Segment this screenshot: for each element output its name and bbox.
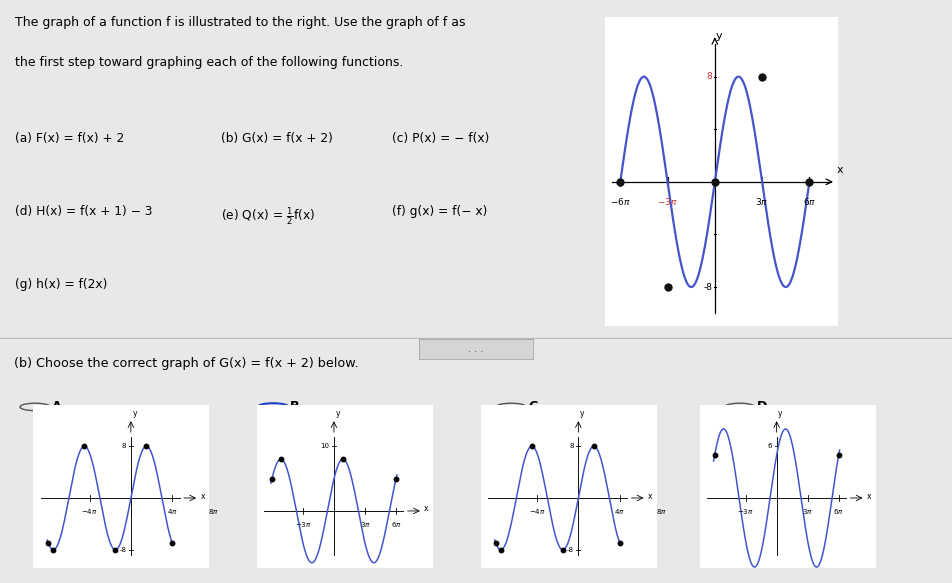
Text: $-4\pi$: $-4\pi$ <box>528 507 545 516</box>
Text: $4\pi$: $4\pi$ <box>614 507 625 516</box>
Text: $-3\pi$: $-3\pi$ <box>737 507 754 516</box>
Text: $8\pi$: $8\pi$ <box>208 507 219 516</box>
Text: x: x <box>201 491 205 501</box>
Text: C.: C. <box>528 401 543 413</box>
Text: $3\pi$: $3\pi$ <box>360 520 370 529</box>
Text: $-3\pi$: $-3\pi$ <box>294 520 311 529</box>
Text: 8: 8 <box>122 443 127 449</box>
Text: y: y <box>716 31 723 41</box>
Text: y: y <box>335 409 340 418</box>
Text: $3\pi$: $3\pi$ <box>803 507 813 516</box>
Text: (e) Q(x) = $\frac{1}{2}$f(x): (e) Q(x) = $\frac{1}{2}$f(x) <box>221 205 315 227</box>
Text: x: x <box>836 165 843 175</box>
Text: $6\pi$: $6\pi$ <box>390 520 402 529</box>
Text: $6\pi$: $6\pi$ <box>803 196 816 208</box>
Text: $-3\pi$: $-3\pi$ <box>657 196 678 208</box>
Text: $4\pi$: $4\pi$ <box>167 507 178 516</box>
Text: (f) g(x) = f(− x): (f) g(x) = f(− x) <box>392 205 487 218</box>
Text: (g) h(x) = f(2x): (g) h(x) = f(2x) <box>15 278 108 292</box>
Text: (a) F(x) = f(x) + 2: (a) F(x) = f(x) + 2 <box>15 132 125 145</box>
Text: (c) P(x) = − f(x): (c) P(x) = − f(x) <box>392 132 489 145</box>
Text: -8: -8 <box>119 547 127 553</box>
Text: B.: B. <box>290 401 305 413</box>
Text: -8: -8 <box>704 283 712 292</box>
Text: 8: 8 <box>569 443 574 449</box>
Text: the first step toward graphing each of the following functions.: the first step toward graphing each of t… <box>15 56 404 69</box>
Text: (d) H(x) = f(x + 1) − 3: (d) H(x) = f(x + 1) − 3 <box>15 205 152 218</box>
Text: A.: A. <box>52 401 68 413</box>
Text: $8\pi$: $8\pi$ <box>656 507 666 516</box>
Text: $-4\pi$: $-4\pi$ <box>81 507 98 516</box>
Text: 8: 8 <box>706 72 712 81</box>
Text: y: y <box>580 409 585 418</box>
Text: y: y <box>778 409 783 418</box>
Text: (b) Choose the correct graph of G(x) = f(x + 2) below.: (b) Choose the correct graph of G(x) = f… <box>14 357 359 370</box>
Text: . . .: . . . <box>468 344 484 354</box>
Text: 6: 6 <box>767 443 772 449</box>
Text: 10: 10 <box>320 443 329 449</box>
Text: x: x <box>867 491 871 501</box>
Text: The graph of a function f is illustrated to the right. Use the graph of f as: The graph of a function f is illustrated… <box>15 16 466 29</box>
Text: $-6\pi$: $-6\pi$ <box>610 196 630 208</box>
Text: D.: D. <box>757 401 772 413</box>
Text: x: x <box>425 504 428 514</box>
Text: $3\pi$: $3\pi$ <box>756 196 769 208</box>
Text: $6\pi$: $6\pi$ <box>833 507 844 516</box>
Text: (b) G(x) = f(x + 2): (b) G(x) = f(x + 2) <box>221 132 333 145</box>
Text: x: x <box>648 491 652 501</box>
Text: -8: -8 <box>566 547 574 553</box>
Text: y: y <box>132 409 137 418</box>
Circle shape <box>265 405 282 409</box>
